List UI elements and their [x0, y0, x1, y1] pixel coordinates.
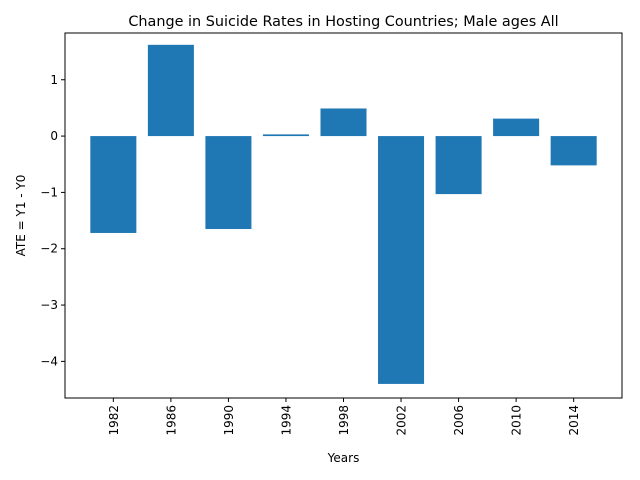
x-tick-label: 1986 — [164, 405, 178, 436]
y-tick-label: −4 — [40, 354, 58, 368]
x-tick-label: 2002 — [395, 405, 409, 436]
x-tick-label: 2010 — [510, 405, 524, 436]
y-tick-label: −3 — [40, 298, 58, 312]
y-tick-label: −1 — [40, 185, 58, 199]
bar-1986 — [147, 44, 194, 137]
bar-1998 — [320, 108, 367, 137]
x-tick-label: 1990 — [222, 405, 236, 436]
bar-2006 — [435, 136, 482, 195]
chart-title: Change in Suicide Rates in Hosting Count… — [128, 14, 558, 30]
x-tick-label: 1994 — [279, 405, 293, 436]
bar-1990 — [205, 136, 252, 230]
x-axis-label: Years — [327, 451, 360, 465]
bar-2010 — [493, 118, 540, 137]
x-tick-label: 2014 — [567, 405, 581, 436]
bar-1982 — [90, 136, 137, 233]
y-axis-ticks: 1 0 −1 −2 −3 −4 — [40, 73, 65, 368]
bars-layer — [90, 44, 597, 384]
x-tick-label: 1982 — [107, 405, 121, 436]
x-tick-label: 2006 — [452, 405, 466, 436]
y-tick-label: −2 — [40, 242, 58, 256]
bar-1994 — [262, 134, 309, 137]
y-tick-label: 1 — [50, 73, 58, 87]
y-tick-label: 0 — [50, 129, 58, 143]
y-axis-label: ATE = Y1 - Y0 — [14, 175, 28, 257]
bar-2014 — [550, 136, 597, 166]
x-axis-ticks: 1982 1986 1990 1994 1998 2002 2006 2010 2014 — [107, 398, 581, 436]
bar-2002 — [378, 136, 425, 384]
x-tick-label: 1998 — [337, 405, 351, 436]
